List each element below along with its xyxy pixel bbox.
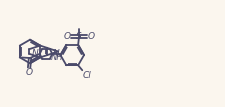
Text: NH: NH xyxy=(50,53,63,62)
Text: O: O xyxy=(87,32,94,41)
Text: Cl: Cl xyxy=(82,71,91,80)
Text: N: N xyxy=(32,49,39,58)
Text: N: N xyxy=(53,49,59,58)
Text: O: O xyxy=(63,32,70,41)
Text: S: S xyxy=(76,32,82,41)
Text: O: O xyxy=(25,68,33,77)
